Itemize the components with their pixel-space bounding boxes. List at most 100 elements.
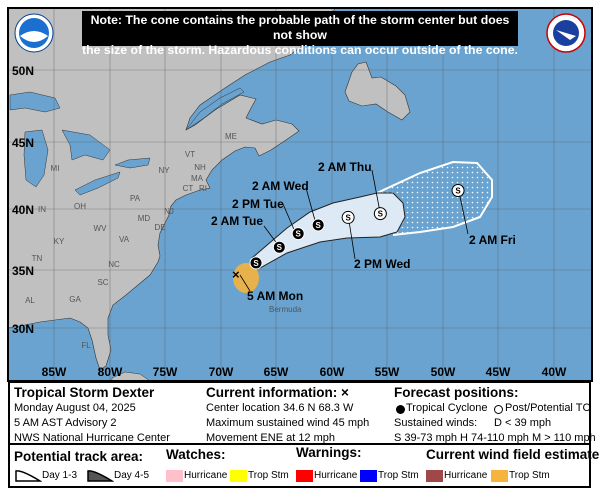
state-label: NH <box>194 163 206 172</box>
watch-trop-stm-swatch <box>230 470 247 482</box>
warning-trop-stm-label: Trop Stm <box>378 470 419 481</box>
post-potential-tc-icon <box>494 405 503 414</box>
state-label: DE <box>154 223 165 232</box>
watch-trop-stm-label: Trop Stm <box>248 470 289 481</box>
state-label: MD <box>138 214 151 223</box>
lat-label: 30N <box>12 322 34 336</box>
warning-trop-stm-swatch <box>360 470 377 482</box>
lon-label: 75W <box>153 365 178 379</box>
watches-title: Watches: <box>166 447 226 462</box>
wind-hurricane-swatch <box>426 470 443 482</box>
state-label: PA <box>130 194 141 203</box>
lon-label: 80W <box>98 365 123 379</box>
newfoundland-land <box>344 61 411 121</box>
post-potential-marker <box>373 207 387 221</box>
current-info-title: Current information: × <box>206 385 349 400</box>
state-label: AL <box>25 296 35 305</box>
depression-range: D < 39 mph <box>494 417 552 429</box>
storm-name: Tropical Storm Dexter <box>14 385 155 400</box>
tropical-cyclone-marker <box>291 227 305 241</box>
great-lakes <box>9 87 245 196</box>
wind-field-trop-stm <box>233 263 259 293</box>
intensity-letter: S <box>277 243 283 252</box>
sustained-label: Sustained winds: <box>394 417 478 429</box>
lat-label: 40N <box>12 203 34 217</box>
advisory-number: 5 AM AST Advisory 2 <box>14 417 117 429</box>
state-label: CT <box>183 184 194 193</box>
forecast-point-2: S <box>291 227 305 241</box>
post-potential-marker <box>451 184 465 198</box>
tropical-cyclone-marker <box>272 240 286 254</box>
intensity-letter: S <box>316 221 322 230</box>
cone-day-1-3 <box>251 192 406 269</box>
forecast-title: Forecast positions: <box>394 385 519 400</box>
north-america-land <box>8 8 336 371</box>
intensity-letter: S <box>253 259 259 268</box>
label-2pm-wed: 2 PM Wed <box>354 257 410 271</box>
issuing-center: NWS National Hurricane Center <box>14 432 170 444</box>
state-label: SC <box>97 278 108 287</box>
legend-panel: Potential track area: Day 1-3 Day 4-5 Wa… <box>8 443 600 488</box>
state-label: WV <box>94 224 108 233</box>
lon-label: 85W <box>42 365 67 379</box>
tc-label: Tropical Cyclone <box>406 402 488 414</box>
intensity-letter: S <box>345 213 351 222</box>
note-line-1: Note: The cone contains the probable pat… <box>90 13 510 42</box>
tropical-cyclone-marker <box>249 256 263 270</box>
tropical-cyclone-marker <box>311 218 325 232</box>
intensity-letter: S <box>296 230 302 239</box>
day-4-5-label: Day 4-5 <box>114 470 150 481</box>
center-location: Center location 34.6 N 68.3 W <box>206 402 354 414</box>
storm-info-panel: Tropical Storm Dexter Monday August 04, … <box>8 381 596 445</box>
state-label: OH <box>74 202 86 211</box>
forecast-point-6: S <box>451 184 465 198</box>
lon-label: 60W <box>320 365 345 379</box>
wind-field-title: Current wind field estimate: <box>426 447 600 462</box>
current-position-marker: × <box>232 267 240 282</box>
noaa-logo <box>14 13 54 53</box>
lat-label: 35N <box>12 264 34 278</box>
lon-label: 40W <box>542 365 567 379</box>
day-4-5-cone-icon <box>87 470 114 482</box>
label-2am-wed: 2 AM Wed <box>252 179 309 193</box>
state-label: ME <box>225 132 237 141</box>
forecast-point-5: S <box>373 207 387 221</box>
post-potential-marker <box>341 210 355 224</box>
state-label: FL <box>81 341 91 350</box>
note-line-2: the size of the storm. Hazardous conditi… <box>82 43 518 57</box>
cone-note: Note: The cone contains the probable pat… <box>82 11 518 57</box>
label-2pm-tue: 2 PM Tue <box>232 197 284 211</box>
lon-label: 55W <box>375 365 400 379</box>
intensity-scale: S 39-73 mph H 74-110 mph M > 110 mph <box>394 432 596 444</box>
state-label: MA <box>191 174 204 183</box>
watch-hurricane-swatch <box>166 470 183 482</box>
state-label: NJ <box>164 207 174 216</box>
state-label: RI <box>199 184 207 193</box>
lat-label: 50N <box>12 64 34 78</box>
day-1-3-cone-icon <box>15 470 42 482</box>
track-area-title: Potential track area: <box>14 449 144 464</box>
lon-label: 70W <box>209 365 234 379</box>
intensity-letter: S <box>378 210 384 219</box>
cone-day-4-5 <box>376 160 493 236</box>
label-5am-mon: 5 AM Mon <box>247 289 303 303</box>
label-2am-fri: 2 AM Fri <box>469 233 516 247</box>
advisory-date: Monday August 04, 2025 <box>14 402 136 414</box>
intensity-letter: S <box>455 187 461 196</box>
state-label: IN <box>38 205 46 214</box>
label-2am-thu: 2 AM Thu <box>318 160 372 174</box>
tropical-cyclone-icon <box>396 405 405 414</box>
day-1-3-label: Day 1-3 <box>42 470 78 481</box>
label-2am-tue: 2 AM Tue <box>211 214 263 228</box>
state-label: GA <box>69 295 81 304</box>
forecast-point-4: S <box>341 210 355 224</box>
state-label: NC <box>108 260 120 269</box>
warning-hurricane-swatch <box>296 470 313 482</box>
lat-label: 45N <box>12 136 34 150</box>
state-label: NY <box>158 166 170 175</box>
nws-logo <box>546 13 586 53</box>
wind-hurricane-label: Hurricane <box>444 470 488 481</box>
label-bermuda: Bermuda <box>269 305 302 314</box>
forecast-point-0: S <box>249 256 263 270</box>
forecast-point-1: S <box>272 240 286 254</box>
